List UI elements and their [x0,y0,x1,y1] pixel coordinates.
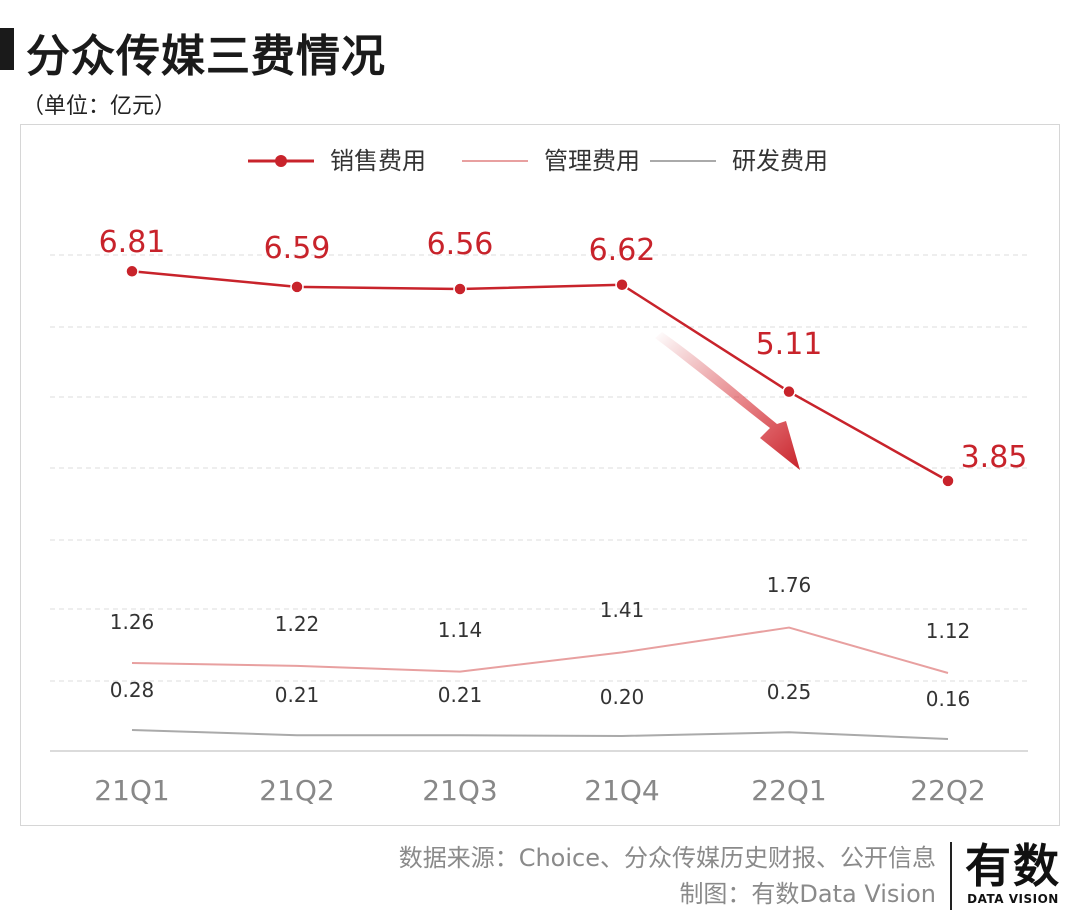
legend-marker-sales [275,155,287,167]
data-point-sales [941,474,955,488]
data-label-rd: 0.28 [110,678,155,702]
footer-divider [950,842,952,910]
legend: 销售费用 管理费用 研发费用 [248,147,828,175]
x-tick-label: 22Q1 [751,774,826,807]
grid-lines [50,254,1028,752]
x-tick-label: 21Q1 [94,774,169,807]
source-note: 数据来源：Choice、分众传媒历史财报、公开信息 制图：有数Data Visi… [399,840,936,912]
data-label-rd: 0.20 [600,685,645,709]
data-label-admin: 1.14 [438,618,483,642]
data-label-admin: 1.22 [275,612,320,636]
series-line-admin [131,626,949,674]
data-point-sales [290,280,304,294]
series-line-sales [131,270,949,482]
data-label-rd: 0.16 [926,687,971,711]
data-label-admin: 1.26 [110,610,155,634]
data-point-sales [453,282,467,296]
data-label-admin: 1.41 [600,598,645,622]
page-title: 分众传媒三费情况 [26,31,386,82]
data-point-sales [125,264,139,279]
data-label-rd: 0.21 [438,683,483,707]
data-label-sales: 3.85 [961,440,1028,475]
data-point-sales [782,384,796,399]
series-rd: 0.28 0.21 0.21 0.20 0.25 0.16 [110,678,971,740]
x-tick-label: 21Q4 [584,774,659,807]
legend-label-sales: 销售费用 [330,147,426,175]
data-label-admin: 1.76 [767,573,812,597]
data-label-sales: 6.59 [264,231,331,266]
series-sales: 6.81 6.59 6.56 6.62 5.11 3.85 [99,225,1028,488]
data-point-sales [615,278,629,292]
data-label-sales: 6.81 [99,225,166,260]
legend-label-rd: 研发费用 [732,147,828,175]
title-accent-bar [0,28,14,70]
unit-label: （单位：亿元） [22,94,177,119]
trend-arrow [655,332,800,470]
series-admin: 1.26 1.22 1.14 1.41 1.76 1.12 [110,573,971,674]
source-text: 数据来源：Choice、分众传媒历史财报、公开信息 [398,844,936,872]
series-line-rd [131,729,949,740]
x-axis: 21Q1 21Q2 21Q3 21Q4 22Q1 22Q2 [94,774,985,807]
data-label-rd: 0.21 [275,683,320,707]
logo-main-text: 有数 [965,839,1061,893]
credit-text: 制图：有数Data Vision [679,880,936,908]
x-tick-label: 21Q2 [259,774,334,807]
logo-sub-text: DATA VISION [967,892,1059,906]
legend-label-admin: 管理费用 [544,147,640,175]
brand-logo: 有数 DATA VISION [963,840,1063,906]
data-label-rd: 0.25 [767,680,812,704]
data-label-sales: 6.56 [427,227,494,262]
data-label-sales: 5.11 [756,327,823,362]
data-label-admin: 1.12 [926,619,971,643]
data-label-sales: 6.62 [589,233,656,268]
chart-panel [20,124,1060,826]
x-tick-label: 21Q3 [422,774,497,807]
x-tick-label: 22Q2 [910,774,985,807]
